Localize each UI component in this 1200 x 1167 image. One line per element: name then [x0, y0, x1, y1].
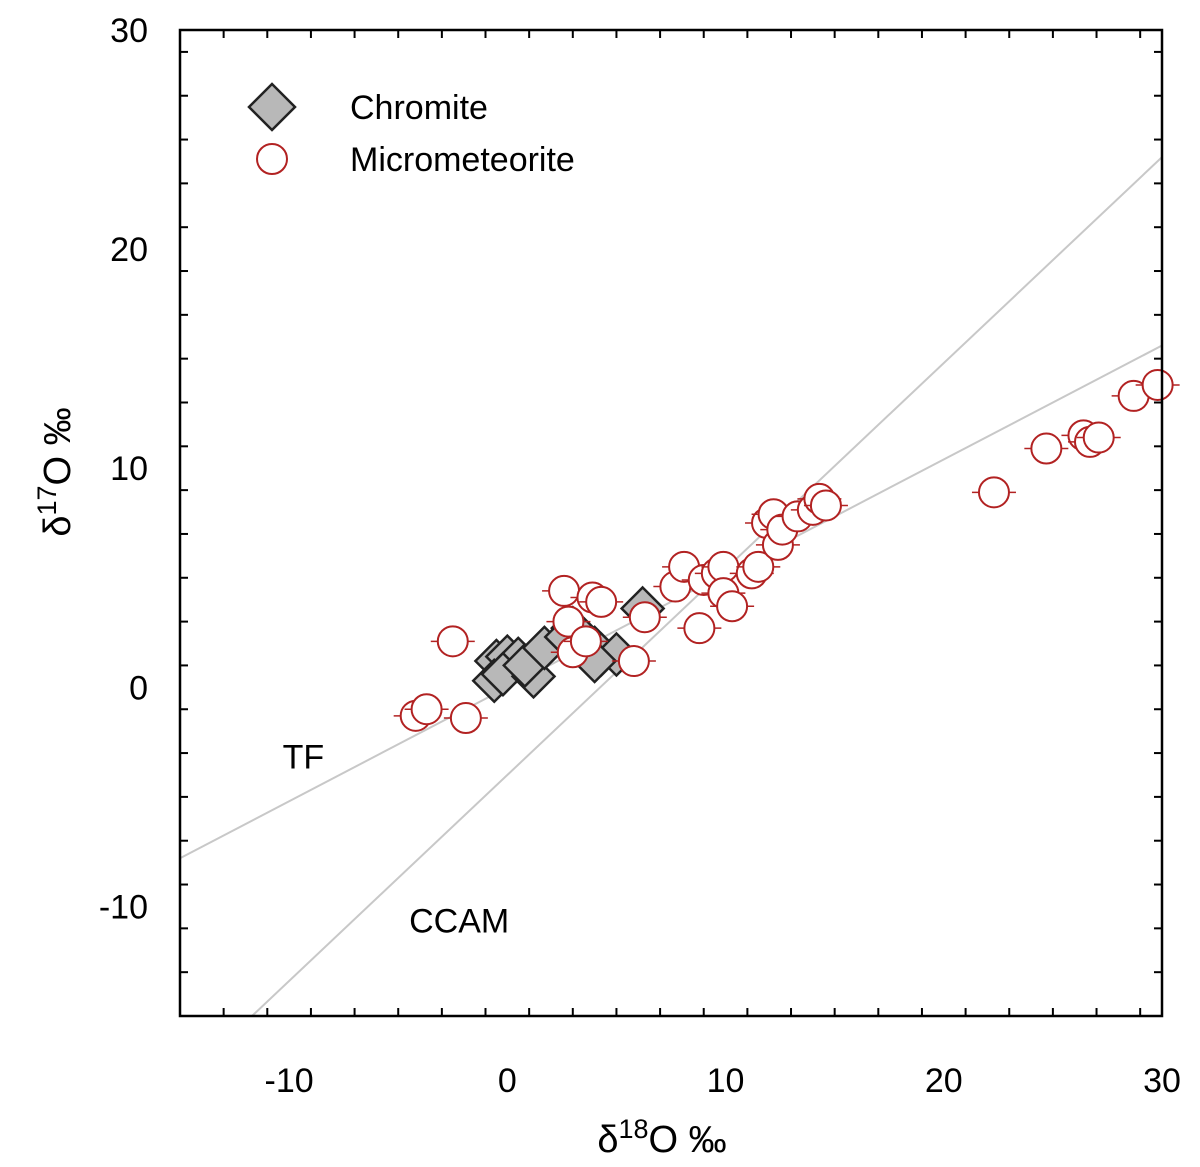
micrometeorite-point [716, 590, 749, 623]
ccam-reference-line [250, 156, 1162, 1016]
legend-chromite-marker [247, 82, 297, 132]
x-axis-title-sup: 18 [618, 1114, 648, 1144]
x-tick-label: -10 [265, 1062, 314, 1100]
legend-micrometeorite-marker [256, 143, 288, 175]
micrometeorite-point [1141, 368, 1174, 401]
y-axis-title-prefix: δ [37, 516, 79, 537]
micrometeorite-point [1030, 432, 1063, 465]
micrometeorite-series [393, 368, 1180, 735]
axis-ticks [179, 30, 1162, 1017]
x-axis-title-prefix: δ [597, 1119, 618, 1161]
legend-chromite-label: Chromite [350, 89, 488, 127]
axis-tick-labels: -10 0 10 20 30 -10 0 10 20 30 [99, 12, 1181, 1100]
y-axis-title-suffix: O ‰ [37, 407, 79, 485]
ccam-line-label: CCAM [409, 903, 509, 941]
plot-frame [178, 28, 1164, 1018]
micrometeorite-point [628, 601, 661, 634]
micrometeorite-point [617, 645, 650, 678]
y-tick-label: 0 [129, 669, 148, 707]
reference-lines [180, 156, 1162, 1016]
x-axis-title: δ18O ‰ [597, 1114, 726, 1161]
y-axis-title: δ17O ‰ [32, 407, 79, 536]
x-tick-label: 20 [925, 1062, 963, 1100]
x-tick-label: 10 [707, 1062, 745, 1100]
micrometeorite-point [1082, 421, 1115, 454]
micrometeorite-point [436, 625, 469, 658]
x-axis-title-suffix: O ‰ [649, 1119, 727, 1161]
micrometeorite-point [449, 702, 482, 735]
tf-line-label: TF [283, 738, 325, 776]
y-tick-label: 30 [110, 12, 148, 50]
micrometeorite-point [410, 693, 443, 726]
micrometeorite-point [548, 574, 581, 607]
y-tick-label: -10 [99, 888, 148, 926]
x-tick-label: 0 [498, 1062, 517, 1100]
micrometeorite-point [809, 489, 842, 522]
micrometeorite-point [683, 612, 716, 645]
legend: Chromite Micrometeorite [247, 82, 575, 179]
x-tick-label: 30 [1143, 1062, 1181, 1100]
micrometeorite-point [977, 476, 1010, 509]
micrometeorite-point [569, 625, 602, 658]
y-axis-title-sup: 17 [32, 485, 62, 515]
y-tick-label: 10 [110, 450, 148, 488]
micrometeorite-point [742, 550, 775, 583]
micrometeorite-point [585, 585, 618, 618]
y-tick-label: 20 [110, 231, 148, 269]
legend-micrometeorite-label: Micrometeorite [350, 141, 575, 179]
